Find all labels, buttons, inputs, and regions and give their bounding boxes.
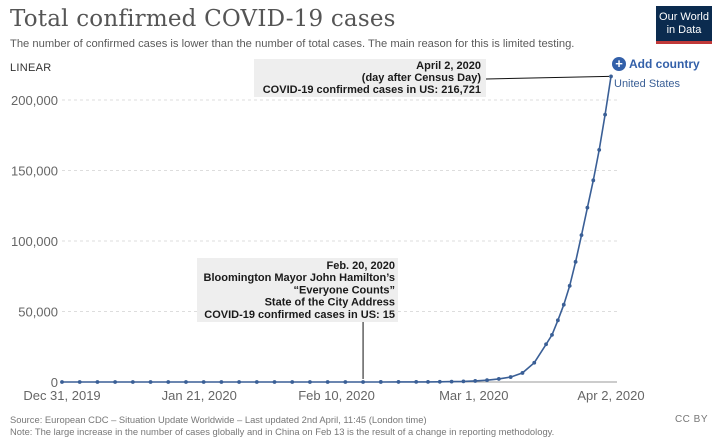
data-point[interactable]: [166, 380, 171, 384]
data-point[interactable]: [532, 360, 537, 365]
footer-source: Source: European CDC – Situation Update …: [10, 414, 427, 425]
footer-note: Note: The large increase in the number o…: [10, 426, 555, 437]
annotation-text: (day after Census Day): [362, 72, 482, 84]
series-line-united-states: [62, 76, 612, 383]
data-point[interactable]: [60, 380, 64, 384]
chart-title: Total confirmed COVID-19 cases: [10, 6, 396, 32]
data-point[interactable]: [290, 380, 295, 384]
x-tick-label: Mar 1, 2020: [439, 388, 508, 403]
data-point[interactable]: [130, 380, 135, 384]
data-point[interactable]: [426, 379, 430, 384]
data-point[interactable]: [579, 233, 584, 238]
data-point[interactable]: [609, 74, 613, 79]
chart-subtitle: The number of confirmed cases is lower t…: [10, 38, 575, 50]
data-point[interactable]: [95, 380, 100, 384]
data-point[interactable]: [254, 380, 259, 384]
y-tick-label: 50,000: [18, 305, 58, 320]
data-point[interactable]: [201, 380, 206, 384]
data-point[interactable]: [461, 379, 466, 384]
x-tick-label: Jan 21, 2020: [162, 388, 237, 403]
data-point[interactable]: [508, 375, 513, 379]
annotation-text: Bloomington Mayor John Hamilton’s: [204, 272, 395, 284]
data-point[interactable]: [473, 379, 478, 383]
logo-accent-bar: [656, 41, 712, 44]
data-point[interactable]: [272, 380, 277, 384]
data-point[interactable]: [544, 342, 548, 347]
data-point[interactable]: [567, 283, 572, 288]
data-point[interactable]: [414, 380, 419, 384]
annotation-box: [197, 258, 398, 322]
data-point[interactable]: [550, 333, 554, 337]
series-points: [60, 74, 613, 384]
data-point[interactable]: [520, 371, 525, 375]
data-point[interactable]: [361, 380, 365, 384]
license-link[interactable]: CC BY: [674, 414, 708, 425]
logo-line-1: Our World: [659, 11, 709, 23]
data-point[interactable]: [343, 380, 348, 384]
annotation-text: Feb. 20, 2020: [327, 260, 396, 272]
y-tick-label: 100,000: [11, 234, 58, 249]
annotation-box: [254, 59, 486, 97]
annotation-text: “Everyone Counts”: [294, 284, 395, 296]
add-country-button[interactable]: + Add country: [612, 57, 700, 71]
data-point[interactable]: [485, 378, 489, 383]
y-tick-label: 200,000: [11, 93, 58, 108]
scale-toggle[interactable]: LINEAR: [10, 62, 52, 74]
x-tick-label: Apr 2, 2020: [577, 388, 644, 403]
logo-line-2: in Data: [666, 24, 702, 36]
data-point[interactable]: [219, 380, 224, 384]
y-tick-label: 0: [51, 375, 58, 390]
data-point[interactable]: [184, 380, 188, 384]
plus-icon: +: [612, 57, 626, 71]
data-point[interactable]: [437, 379, 442, 384]
annotation-leader-line: [485, 75, 610, 80]
x-tick-label: Feb 10, 2020: [298, 388, 375, 403]
data-point[interactable]: [555, 318, 560, 323]
data-point[interactable]: [561, 302, 566, 307]
data-point[interactable]: [378, 380, 383, 384]
data-point[interactable]: [573, 259, 578, 264]
data-point[interactable]: [308, 380, 312, 384]
annotation-text: COVID-19 confirmed cases in US: 216,721: [263, 84, 481, 96]
add-country-label: Add country: [629, 57, 700, 71]
gridlines: [62, 99, 617, 312]
data-point[interactable]: [148, 380, 153, 384]
data-point[interactable]: [603, 112, 607, 117]
series-label-united-states[interactable]: United States: [614, 78, 681, 90]
annotation-text: State of the City Address: [265, 297, 395, 309]
y-axis-ticks: 0 50,000 100,000 150,000 200,000: [11, 93, 58, 390]
data-point[interactable]: [325, 380, 330, 384]
data-point[interactable]: [496, 377, 501, 381]
x-tick-label: Dec 31, 2019: [23, 388, 100, 403]
y-tick-label: 150,000: [11, 164, 58, 179]
data-point[interactable]: [449, 379, 454, 384]
data-point[interactable]: [597, 147, 602, 152]
owid-logo[interactable]: Our World in Data: [656, 6, 712, 44]
data-point[interactable]: [77, 380, 82, 384]
data-point[interactable]: [113, 380, 118, 384]
data-point[interactable]: [396, 380, 401, 384]
data-point[interactable]: [237, 380, 241, 384]
x-axis-ticks: Dec 31, 2019 Jan 21, 2020 Feb 10, 2020 Mar …: [23, 388, 644, 403]
annotation-text: April 2, 2020: [416, 60, 481, 72]
data-point[interactable]: [591, 178, 596, 183]
annotation-text: COVID-19 confirmed cases in US: 15: [204, 309, 395, 321]
data-point[interactable]: [585, 205, 590, 210]
